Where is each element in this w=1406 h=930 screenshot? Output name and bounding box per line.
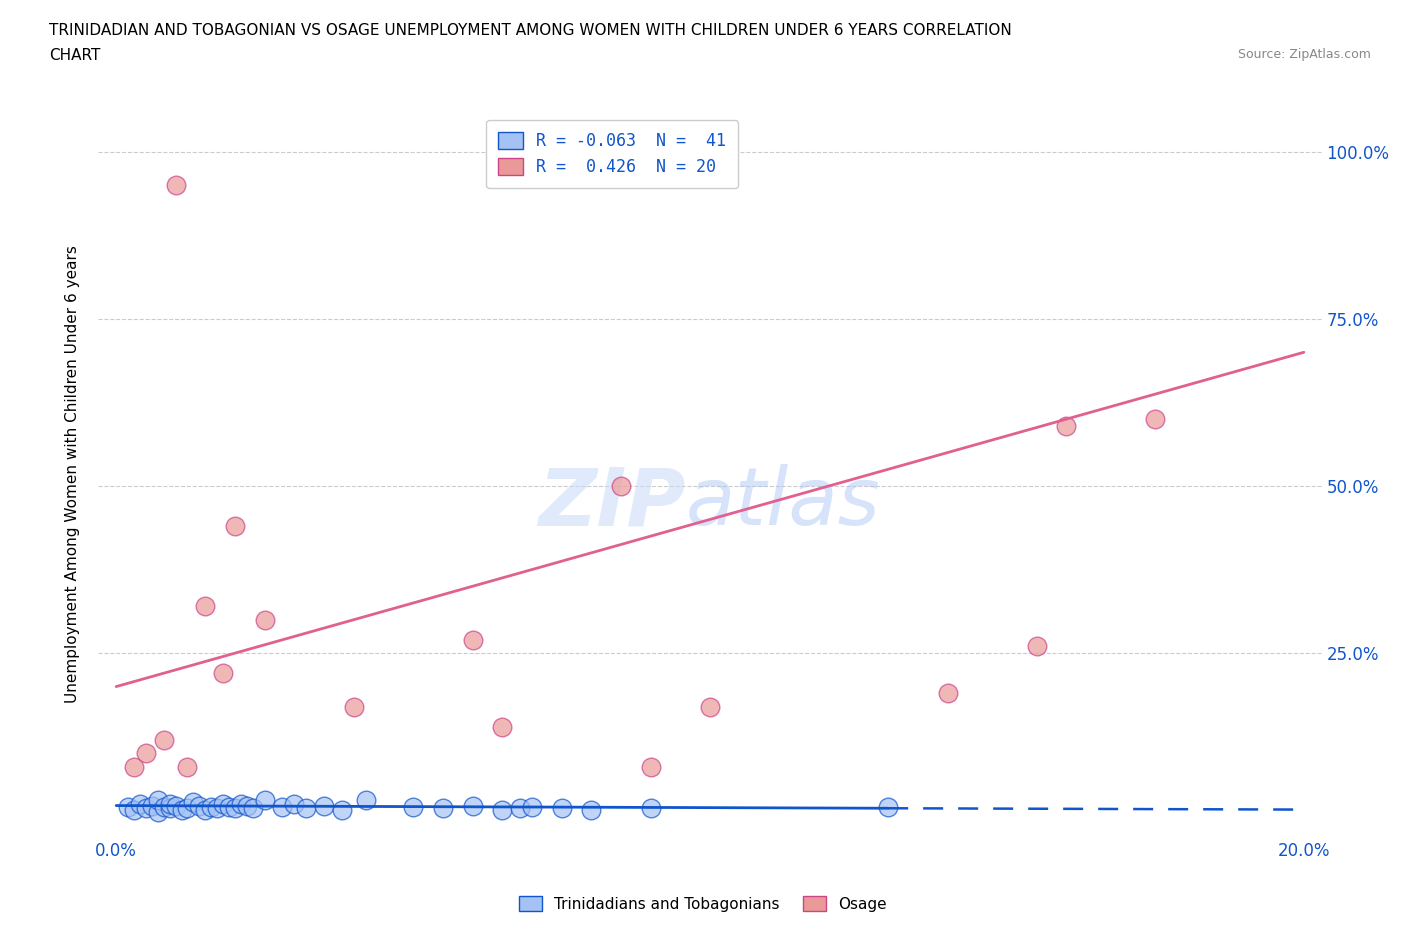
Point [135,746,157,761]
Point [253,792,276,807]
Point [253,612,276,627]
Point [224,801,246,816]
Point [122,803,145,817]
Point [146,792,169,807]
Point [135,801,157,816]
Y-axis label: Unemployment Among Women with Children Under 6 years: Unemployment Among Women with Children U… [65,246,80,703]
Point [242,801,264,816]
Point [218,800,240,815]
Point [610,479,633,494]
Point [183,794,205,809]
Text: ZIP: ZIP [538,464,686,542]
Text: atlas: atlas [686,464,880,542]
Point [159,801,181,816]
Point [432,801,454,816]
Point [1144,412,1167,427]
Point [141,798,163,813]
Point [194,803,217,817]
Point [581,803,603,817]
Point [402,800,425,815]
Point [509,801,531,816]
Point [461,632,484,647]
Point [283,796,305,811]
Point [550,801,572,816]
Point [640,760,662,775]
Point [176,760,198,775]
Point [176,801,198,816]
Point [146,804,169,819]
Point [200,800,222,815]
Point [205,801,228,816]
Point [491,803,513,817]
Point [877,800,900,815]
Point [152,733,174,748]
Point [330,803,353,817]
Point [295,801,318,816]
Point [581,144,603,159]
Point [229,796,252,811]
Point [640,801,662,816]
Point [491,719,513,734]
Point [122,760,145,775]
Point [212,666,235,681]
Point [520,800,543,815]
Point [271,800,294,815]
Point [212,796,235,811]
Text: CHART: CHART [49,48,101,63]
Point [152,800,174,815]
Point [117,800,139,815]
Point [165,798,187,813]
Point [354,792,377,807]
Point [1054,418,1077,433]
Point [936,685,959,700]
Text: Source: ZipAtlas.com: Source: ZipAtlas.com [1237,48,1371,61]
Point [312,798,335,813]
Text: TRINIDADIAN AND TOBAGONIAN VS OSAGE UNEMPLOYMENT AMONG WOMEN WITH CHILDREN UNDER: TRINIDADIAN AND TOBAGONIAN VS OSAGE UNEM… [49,23,1012,38]
Point [224,519,246,534]
Point [165,178,187,193]
Point [129,796,152,811]
Point [159,796,181,811]
Point [699,699,721,714]
Point [194,599,217,614]
Point [236,798,259,813]
Point [188,798,211,813]
Legend: R = -0.063  N =  41, R =  0.426  N = 20: R = -0.063 N = 41, R = 0.426 N = 20 [486,120,738,188]
Point [343,699,366,714]
Legend: Trinidadians and Tobagonians, Osage: Trinidadians and Tobagonians, Osage [513,889,893,918]
Point [461,798,484,813]
Point [1025,639,1047,654]
Point [170,803,193,817]
